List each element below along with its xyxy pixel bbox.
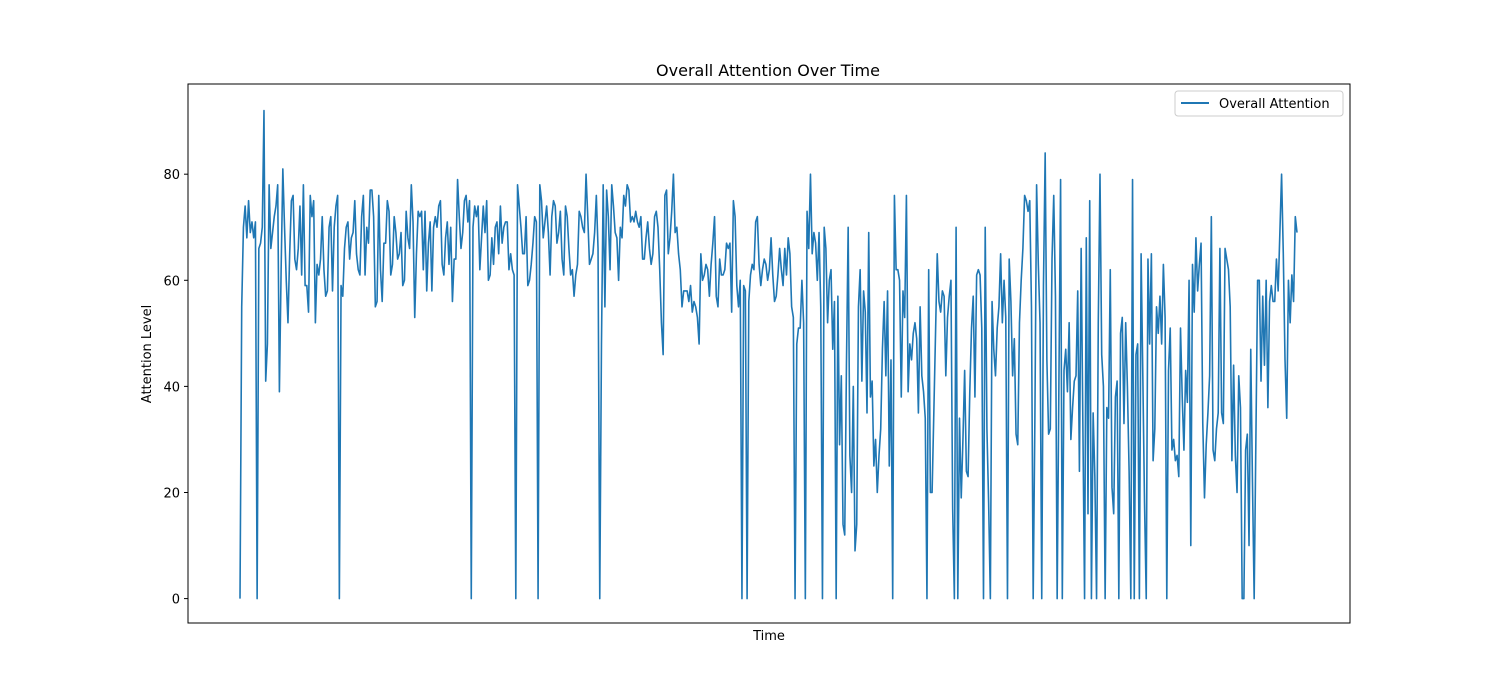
- plot-frame: [187, 83, 1351, 624]
- y-axis-label: Attention Level: [140, 305, 155, 403]
- y-tick-label: 60: [163, 274, 180, 289]
- legend: Overall Attention: [1174, 90, 1344, 117]
- y-tick-label: 40: [163, 380, 180, 395]
- chart-title: Overall Attention Over Time: [656, 61, 880, 80]
- legend-label: Overall Attention: [1219, 97, 1330, 112]
- plot-area: [239, 109, 1298, 600]
- x-axis-label: Time: [752, 629, 785, 644]
- legend-box: [1174, 90, 1344, 117]
- y-tick-label: 0: [172, 593, 180, 608]
- y-tick-label: 80: [163, 168, 180, 183]
- y-tick-label: 20: [163, 486, 180, 501]
- y-axis: 0 20 40 60 80: [163, 168, 188, 608]
- series-line-overall-attention: [239, 109, 1298, 600]
